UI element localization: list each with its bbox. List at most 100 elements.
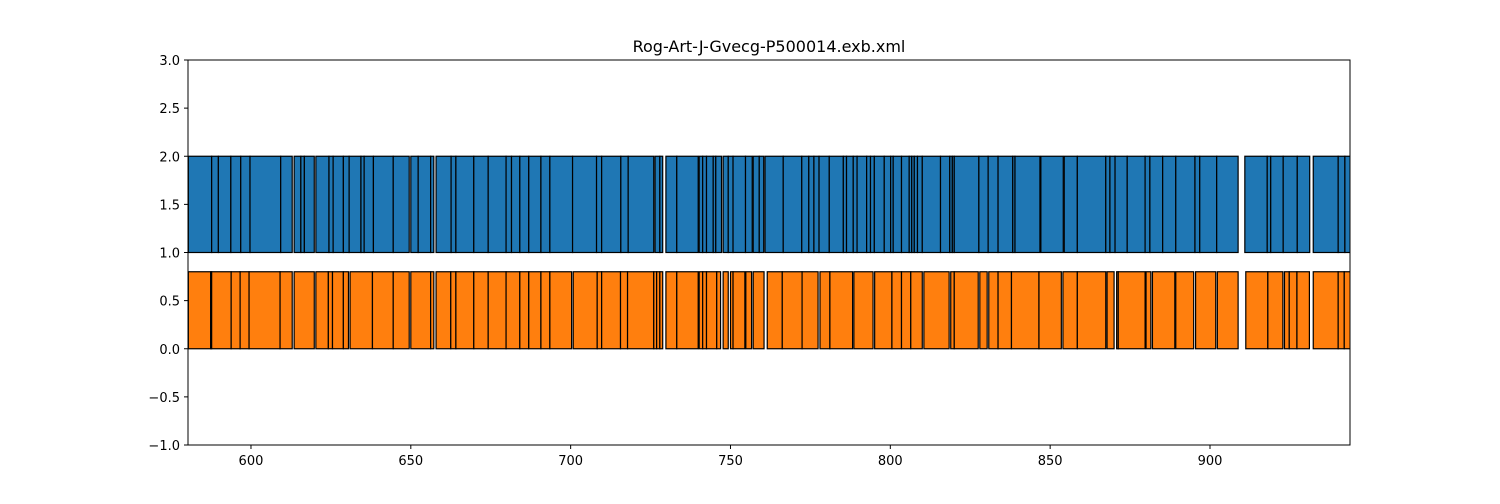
bar-segment-series-1: [601, 271, 622, 350]
bar-segment-series-1: [248, 271, 281, 350]
x-tick-label: 900: [1198, 454, 1223, 469]
bar-segment-series-1: [211, 271, 232, 350]
bar-segment-series-0: [744, 155, 753, 254]
bar-segment-series-0: [659, 155, 664, 254]
bar-segment-series-1: [1283, 271, 1290, 350]
bar-segment-series-0: [752, 155, 760, 254]
bar-segment-series-0: [230, 155, 242, 254]
bar-segment-series-1: [1145, 271, 1152, 350]
bar-segment-series-0: [487, 155, 507, 254]
bar-segment-series-0: [473, 155, 489, 254]
bar-segment-series-1: [1175, 271, 1195, 350]
bar-segment-series-0: [342, 155, 350, 254]
bar-segment-series-0: [953, 155, 980, 254]
bar-segment-series-1: [659, 271, 664, 350]
bar-segment-series-1: [392, 271, 410, 350]
bar-segment-series-0: [715, 155, 723, 254]
bar-segment-series-0: [758, 155, 765, 254]
bar-segment-series-1: [1216, 271, 1239, 350]
bar-segment-series-1: [781, 271, 803, 350]
bar-segment-series-0: [217, 155, 232, 254]
bar-segment-series-0: [845, 155, 854, 254]
bar-segment-series-0: [939, 155, 951, 254]
bar-segment-series-0: [211, 155, 219, 254]
bar-segment-series-1: [722, 271, 729, 350]
bar-segment-series-0: [818, 155, 830, 254]
bar-segment-series-0: [722, 155, 729, 254]
bar-segment-series-0: [293, 155, 302, 254]
bar-segment-series-1: [752, 271, 765, 350]
bar-segment-series-1: [626, 271, 655, 350]
bar-segment-series-1: [327, 271, 334, 350]
bar-segment-series-1: [455, 271, 475, 350]
bar-segment-series-0: [1194, 155, 1201, 254]
bar-segment-series-0: [1014, 155, 1041, 254]
bar-segment-series-0: [392, 155, 410, 254]
y-tick-label: 2.5: [159, 102, 180, 117]
bar-segment-series-0: [505, 155, 513, 254]
y-tick-label: 0.0: [159, 343, 180, 358]
bar-segment-series-0: [900, 155, 910, 254]
bar-segment-series-0: [1216, 155, 1239, 254]
bar-segment-series-0: [601, 155, 622, 254]
bar-segment-series-0: [510, 155, 521, 254]
bar-segment-series-1: [732, 271, 746, 350]
bar-segment-series-0: [1114, 155, 1128, 254]
bar-segment-series-0: [303, 155, 315, 254]
bar-segment-series-0: [315, 155, 330, 254]
bar-segment-series-0: [1344, 155, 1350, 254]
bar-segment-series-1: [293, 271, 315, 350]
bar-segment-series-1: [1117, 271, 1146, 350]
bar-segment-series-1: [819, 271, 831, 350]
bar-segment-series-0: [732, 155, 747, 254]
bar-segment-series-0: [1337, 155, 1346, 254]
bar-segment-series-1: [473, 271, 489, 350]
bar-segment-series-0: [571, 155, 598, 254]
bar-segment-series-0: [665, 155, 678, 254]
y-tick-label: −1.0: [148, 439, 180, 454]
bar-segment-series-1: [430, 271, 435, 350]
bar-segment-series-0: [435, 155, 452, 254]
bar-segment-series-1: [829, 271, 854, 350]
bar-segment-series-1: [596, 271, 603, 350]
x-tick-label: 700: [558, 454, 583, 469]
bar-segment-series-0: [654, 155, 661, 254]
bar-segment-series-0: [1296, 155, 1311, 254]
bar-segment-series-1: [315, 271, 329, 350]
bar-segment-series-0: [764, 155, 784, 254]
bar-segment-series-1: [1343, 271, 1350, 350]
bar-segment-series-0: [1175, 155, 1196, 254]
y-tick-label: 1.0: [159, 247, 180, 262]
bar-segment-series-0: [808, 155, 815, 254]
bar-segment-series-0: [430, 155, 435, 254]
bar-segment-series-0: [240, 155, 251, 254]
bar-segment-series-0: [332, 155, 344, 254]
bar-segment-series-0: [1149, 155, 1164, 254]
bar-segment-series-0: [372, 155, 394, 254]
bars-layer: [188, 155, 1350, 350]
bar-segment-series-0: [620, 155, 629, 254]
y-tick-label: 3.0: [159, 54, 180, 69]
bar-segment-series-1: [1076, 271, 1107, 350]
bar-segment-series-0: [519, 155, 530, 254]
bar-segment-series-0: [987, 155, 999, 254]
bar-segment-series-0: [348, 155, 362, 254]
bar-segment-series-1: [874, 271, 893, 350]
bar-segment-series-0: [1076, 155, 1107, 254]
bar-segment-series-1: [1106, 271, 1115, 350]
bar-segment-series-0: [1126, 155, 1146, 254]
bar-segment-series-1: [1312, 271, 1339, 350]
x-tick-label: 850: [1038, 454, 1063, 469]
bar-segment-series-0: [328, 155, 334, 254]
bar-segment-series-0: [1162, 155, 1177, 254]
bar-segment-series-1: [619, 271, 629, 350]
bar-segment-series-1: [279, 271, 293, 350]
bar-segment-series-0: [410, 155, 419, 254]
bar-segment-series-1: [540, 271, 551, 350]
bar-segment-series-0: [676, 155, 699, 254]
bar-segment-series-0: [1199, 155, 1218, 254]
bar-segment-series-1: [1038, 271, 1062, 350]
bar-segment-series-1: [1062, 271, 1078, 350]
bar-segment-series-1: [676, 271, 699, 350]
